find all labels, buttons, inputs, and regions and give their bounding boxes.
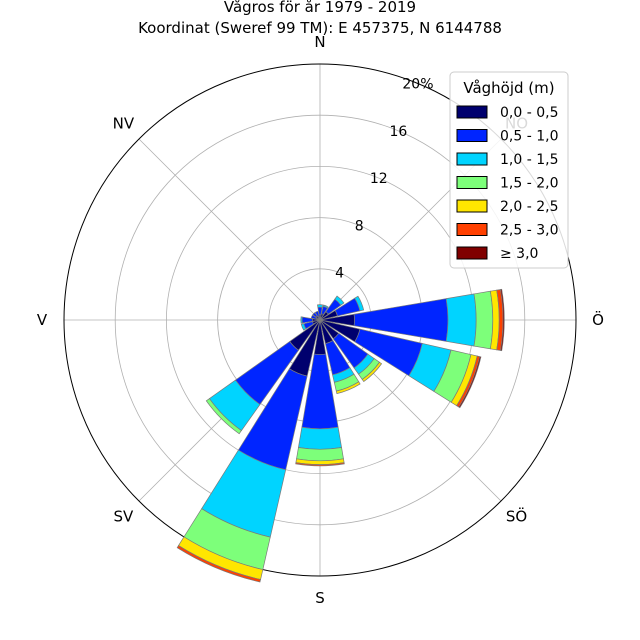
legend-box xyxy=(449,71,569,269)
direction-labels: NNOÖSÖSSVVNV xyxy=(37,33,604,607)
legend-label: 2,5 - 3,0 xyxy=(500,223,558,239)
direction-label: SV xyxy=(114,508,135,526)
legend-swatch xyxy=(456,129,488,142)
legend-swatch xyxy=(456,152,488,166)
legend-swatch xyxy=(456,176,488,189)
sector-segment xyxy=(335,381,361,395)
sector-segment xyxy=(361,361,383,383)
direction-label: SÖ xyxy=(506,507,527,526)
legend-swatch xyxy=(456,246,488,260)
sector-segment xyxy=(300,323,307,331)
sector-segment xyxy=(500,288,505,352)
sector-segment xyxy=(458,356,482,409)
direction-label: V xyxy=(37,311,48,329)
chart-title: Vågros för år 1979 - 2019 xyxy=(224,0,416,16)
legend-label: 2,0 - 2,5 xyxy=(500,199,558,215)
sector-segment xyxy=(334,295,345,306)
sector-segment xyxy=(176,545,261,583)
grid-spoke xyxy=(138,138,321,321)
radial-tick-label: 16 xyxy=(389,124,407,140)
legend-swatch xyxy=(456,105,488,119)
direction-label: Ö xyxy=(592,310,604,329)
sector-bars xyxy=(176,288,505,583)
legend-label: 1,0 - 1,5 xyxy=(500,152,558,168)
radial-tick-labels: 4 8 12 16 20% xyxy=(335,76,433,281)
legend-title: Våghöjd (m) xyxy=(463,79,554,97)
direction-label: NV xyxy=(113,114,135,132)
direction-label: N xyxy=(314,33,325,51)
sector-segment xyxy=(354,295,365,312)
sector-segment xyxy=(296,447,344,462)
legend-label: 1,5 - 2,0 xyxy=(500,176,558,192)
sector-segment xyxy=(322,304,329,309)
sector-segment xyxy=(317,304,323,308)
sector-segment xyxy=(473,290,494,350)
legend-label: 0,0 - 0,5 xyxy=(500,105,558,121)
radial-tick-label: 8 xyxy=(355,218,364,234)
legend-label: 0,5 - 1,0 xyxy=(500,129,558,145)
sector-segment xyxy=(314,310,320,318)
sector-segment xyxy=(205,398,242,435)
legend: Våghöjd (m) 0,0 - 0,5 0,5 - 1,0 1,0 - 1,5 1,… xyxy=(449,71,569,269)
sector-segment xyxy=(300,316,303,324)
radial-tick-label: 4 xyxy=(335,266,344,282)
sector-segment xyxy=(298,426,342,450)
sector-segment xyxy=(295,462,345,467)
sector-segment xyxy=(445,293,477,347)
radial-tick-label: 20% xyxy=(402,76,433,92)
legend-swatch xyxy=(456,199,488,213)
legend-label: ≥ 3,0 xyxy=(500,246,538,262)
chart-subtitle: Koordinat (Sweref 99 TM): E 457375, N 61… xyxy=(138,19,502,37)
sector-segment xyxy=(312,312,318,318)
direction-label: S xyxy=(315,589,325,607)
sector-segment xyxy=(310,314,318,320)
outer-ring xyxy=(63,63,577,577)
legend-swatch xyxy=(456,223,488,236)
radial-tick-label: 12 xyxy=(370,171,388,187)
